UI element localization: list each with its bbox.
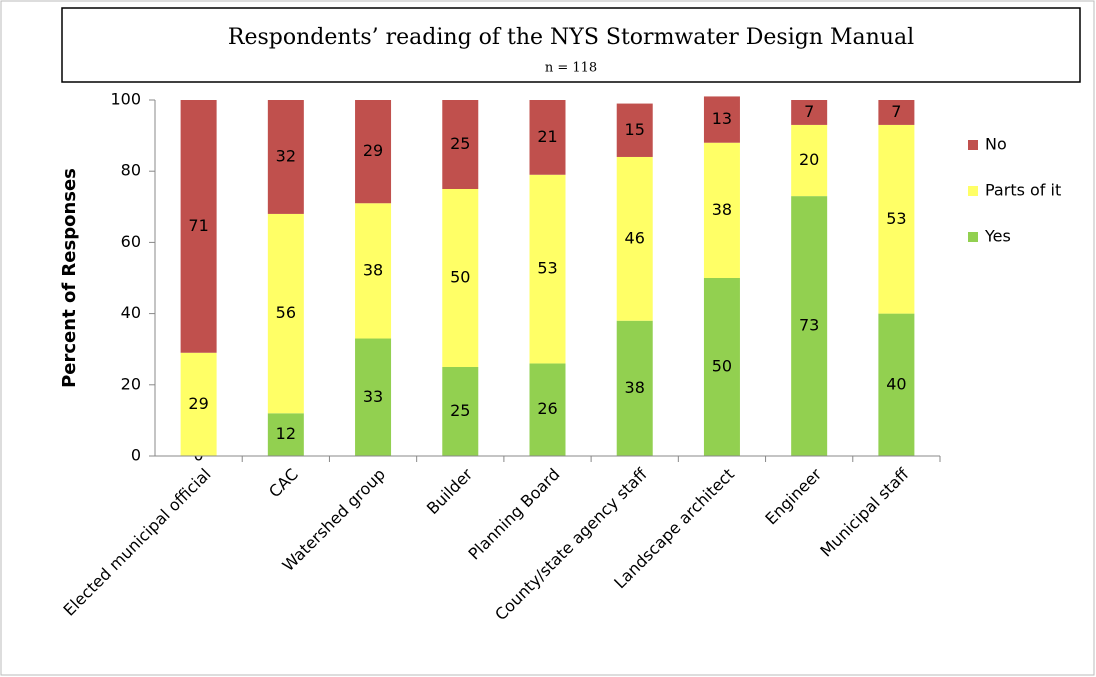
bar-segment bbox=[355, 100, 392, 204]
data-label: 53 bbox=[537, 259, 557, 278]
data-label: 73 bbox=[799, 316, 819, 335]
bar-segment bbox=[878, 313, 915, 456]
bar-segment bbox=[442, 189, 479, 367]
x-tick-label: Builder bbox=[423, 464, 477, 518]
bar-segment bbox=[791, 100, 828, 125]
bar-segment bbox=[703, 142, 740, 278]
data-label: 13 bbox=[712, 109, 732, 128]
data-label: 50 bbox=[450, 268, 470, 287]
x-tick-label: CAC bbox=[265, 465, 302, 502]
data-label: 46 bbox=[625, 228, 645, 247]
data-label: 40 bbox=[886, 374, 906, 393]
data-label: 71 bbox=[188, 216, 208, 235]
x-tick-label: County/state agency staff bbox=[491, 464, 651, 624]
bar-segment bbox=[703, 96, 740, 143]
bar-segment bbox=[267, 213, 304, 414]
x-tick-label: Planning Board bbox=[464, 465, 563, 564]
data-label: 38 bbox=[712, 200, 732, 219]
legend-label: No bbox=[985, 135, 1007, 154]
bar-segment bbox=[355, 203, 392, 339]
chart-subtitle: n = 118 bbox=[545, 61, 597, 76]
data-label: 21 bbox=[537, 127, 557, 146]
y-tick-label: 0 bbox=[131, 446, 141, 465]
bar-segment bbox=[529, 100, 566, 175]
data-label: 53 bbox=[886, 209, 906, 228]
data-label: 38 bbox=[363, 260, 383, 279]
bar-segment bbox=[442, 367, 479, 456]
data-label: 7 bbox=[891, 102, 901, 121]
bar-segment bbox=[616, 320, 653, 456]
bar-segment bbox=[529, 174, 566, 364]
chart-title: Respondents’ reading of the NYS Stormwat… bbox=[228, 25, 914, 50]
bar-segment bbox=[180, 100, 217, 353]
y-tick-label: 60 bbox=[121, 232, 141, 251]
legend-swatch bbox=[968, 140, 978, 150]
data-label: 25 bbox=[450, 134, 470, 153]
data-label: 33 bbox=[363, 387, 383, 406]
bar-segment bbox=[791, 196, 828, 456]
bar-segment bbox=[529, 363, 566, 456]
data-label: 32 bbox=[276, 146, 296, 165]
bar-segment bbox=[355, 338, 392, 456]
title-box bbox=[61, 7, 1081, 83]
bar-segment bbox=[791, 124, 828, 197]
y-tick-label: 100 bbox=[110, 90, 141, 109]
x-tick-label: Municipal staff bbox=[816, 464, 913, 561]
data-label: 20 bbox=[799, 150, 819, 169]
bar-segment bbox=[703, 278, 740, 456]
y-axis-label: Percent of Responses bbox=[59, 168, 80, 388]
x-tick-label: Engineer bbox=[761, 464, 825, 528]
bar-segment bbox=[878, 124, 915, 314]
data-label: 29 bbox=[363, 141, 383, 160]
data-label: 26 bbox=[537, 399, 557, 418]
data-label: 25 bbox=[450, 401, 470, 420]
bar-segment bbox=[180, 352, 217, 456]
y-tick-label: 80 bbox=[121, 161, 141, 180]
data-label: 38 bbox=[625, 378, 645, 397]
bar-segment bbox=[616, 156, 653, 321]
legend-swatch bbox=[968, 186, 978, 196]
data-label: 15 bbox=[625, 120, 645, 139]
data-label: 7 bbox=[804, 102, 814, 121]
data-label: 29 bbox=[188, 394, 208, 413]
bar-segment bbox=[267, 100, 304, 214]
legend-swatch bbox=[968, 232, 978, 242]
data-label: 50 bbox=[712, 357, 732, 376]
y-tick-label: 40 bbox=[121, 303, 141, 322]
bar-segment bbox=[616, 103, 653, 157]
legend-label: Parts of it bbox=[985, 181, 1061, 200]
bar-segment bbox=[878, 100, 915, 125]
data-label: 56 bbox=[276, 303, 296, 322]
bar-segment bbox=[442, 100, 479, 189]
bar-segment bbox=[267, 413, 304, 456]
x-tick-label: Elected municipal official bbox=[60, 465, 215, 620]
legend-label: Yes bbox=[984, 227, 1011, 246]
y-tick-label: 20 bbox=[121, 374, 141, 393]
data-label: 12 bbox=[276, 424, 296, 443]
